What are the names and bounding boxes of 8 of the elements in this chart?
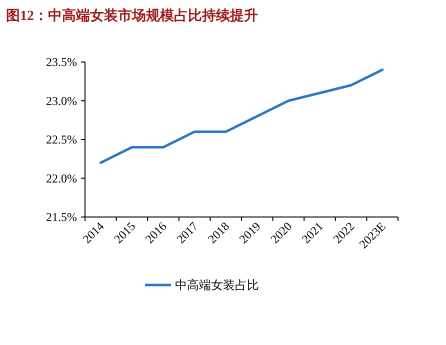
legend-label: 中高端女装占比 — [175, 278, 259, 292]
y-tick-label: 23.5% — [46, 55, 77, 69]
y-tick-label: 22.5% — [46, 132, 77, 146]
y-tick-label: 21.5% — [46, 210, 77, 224]
line-series — [99, 68, 384, 164]
y-tick-label: 23.0% — [46, 94, 77, 108]
chart-title: 图12：中高端女装市场规模占比持续提升 — [6, 7, 258, 24]
y-tick-label: 22.0% — [46, 171, 77, 186]
